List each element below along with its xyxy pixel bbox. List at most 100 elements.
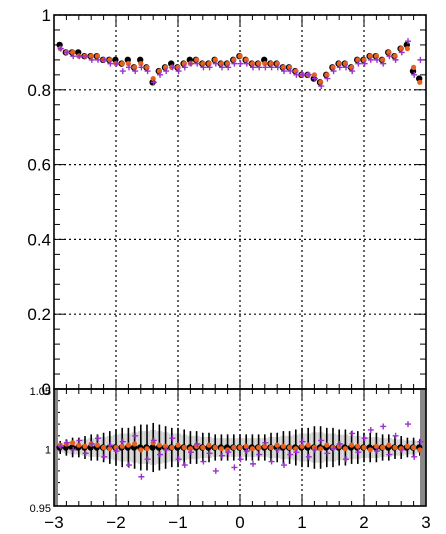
purple-data-point — [206, 450, 213, 457]
purple-data-point — [268, 458, 275, 465]
orange-data-point — [324, 442, 330, 448]
purple-data-point — [380, 60, 387, 67]
purple-data-point — [262, 439, 269, 446]
orange-data-point — [144, 446, 150, 452]
purple-data-point — [57, 45, 64, 52]
orange-data-point — [342, 446, 348, 452]
xtick-label: −1 — [168, 513, 187, 532]
purple-data-point — [367, 56, 374, 63]
purple-data-point — [243, 448, 250, 455]
purple-data-point — [343, 64, 349, 71]
purple-data-point — [411, 71, 418, 78]
purple-data-point — [200, 458, 207, 465]
purple-data-point — [231, 464, 238, 471]
orange-data-point — [349, 442, 355, 448]
purple-data-point — [231, 60, 238, 67]
purple-data-point — [219, 452, 225, 459]
orange-data-point — [212, 444, 218, 451]
purple-data-point — [336, 440, 343, 447]
purple-data-point — [380, 423, 387, 430]
purple-data-point — [287, 451, 294, 458]
purple-data-point — [243, 60, 250, 67]
top-ytick-label: 0.8 — [27, 81, 51, 100]
bottom-ytick-label: 1.05 — [30, 386, 51, 398]
orange-data-point — [299, 443, 305, 449]
orange-data-point — [404, 443, 410, 449]
orange-data-point — [181, 444, 187, 451]
purple-data-point — [287, 68, 294, 75]
purple-data-point — [386, 451, 393, 458]
purple-data-point — [95, 56, 101, 63]
purple-data-point — [367, 426, 374, 433]
purple-data-point — [113, 60, 120, 67]
purple-data-point — [250, 460, 256, 467]
purple-data-point — [305, 71, 312, 78]
orange-data-point — [94, 442, 100, 448]
bottom-ytick-label: 1 — [45, 445, 51, 457]
xtick-label: 1 — [297, 513, 306, 532]
purple-data-point — [411, 453, 418, 460]
purple-data-point — [194, 440, 201, 447]
xtick-label: −3 — [44, 513, 63, 532]
purple-data-point — [405, 38, 411, 45]
orange-data-point — [411, 64, 417, 70]
orange-data-point — [392, 444, 398, 451]
purple-data-point — [262, 64, 269, 71]
purple-data-point — [417, 56, 424, 63]
black-data-point — [149, 444, 156, 451]
purple-data-point — [268, 64, 275, 71]
purple-data-point — [293, 71, 300, 78]
purple-data-point — [392, 432, 399, 439]
purple-data-point — [95, 435, 101, 442]
orange-data-point — [107, 446, 113, 452]
orange-data-point — [200, 444, 206, 451]
purple-data-point — [82, 450, 89, 457]
bottom-frame — [53, 388, 427, 507]
top-panel: 0 0.2 0.4 0.6 0.8 1 — [27, 6, 427, 399]
purple-data-point — [157, 451, 163, 458]
orange-data-point — [256, 444, 262, 451]
orange-data-point — [218, 446, 224, 452]
purple-data-point — [299, 438, 306, 445]
purple-data-point — [206, 64, 213, 71]
purple-data-point — [107, 442, 114, 449]
purple-data-point — [343, 456, 349, 463]
purple-data-point — [405, 421, 411, 428]
purple-data-point — [138, 473, 145, 480]
orange-data-point — [231, 444, 237, 451]
orange-data-point — [411, 444, 417, 451]
orange-data-point — [305, 442, 311, 448]
purple-data-point — [274, 64, 281, 71]
purple-data-point — [157, 71, 163, 78]
orange-data-point — [417, 447, 423, 453]
orange-data-point — [249, 446, 255, 452]
top-ytick-label: 1 — [42, 6, 51, 25]
purple-data-point — [107, 60, 114, 67]
purple-data-point — [188, 60, 194, 67]
purple-data-point — [188, 449, 194, 456]
purple-data-point — [349, 430, 356, 437]
purple-data-point — [349, 68, 356, 75]
purple-data-point — [293, 449, 300, 456]
xtick-label: 3 — [421, 513, 430, 532]
purple-data-point — [305, 453, 312, 460]
orange-data-point — [367, 447, 373, 453]
purple-data-point — [150, 79, 157, 86]
purple-data-point — [132, 68, 139, 75]
purple-data-point — [194, 60, 201, 67]
purple-data-point — [237, 60, 244, 67]
orange-data-point — [237, 444, 243, 451]
purple-data-point — [64, 439, 70, 446]
orange-data-point — [404, 46, 410, 52]
purple-data-point — [392, 56, 399, 63]
purple-data-point — [336, 64, 343, 71]
orange-data-point — [355, 443, 361, 449]
purple-data-point — [225, 449, 232, 456]
orange-data-point — [417, 79, 423, 85]
purple-data-point — [119, 438, 126, 445]
orange-data-point — [169, 444, 175, 451]
purple-data-point — [113, 448, 120, 455]
purple-data-point — [175, 68, 182, 75]
purple-data-point — [101, 453, 108, 460]
orange-data-point — [101, 444, 107, 451]
